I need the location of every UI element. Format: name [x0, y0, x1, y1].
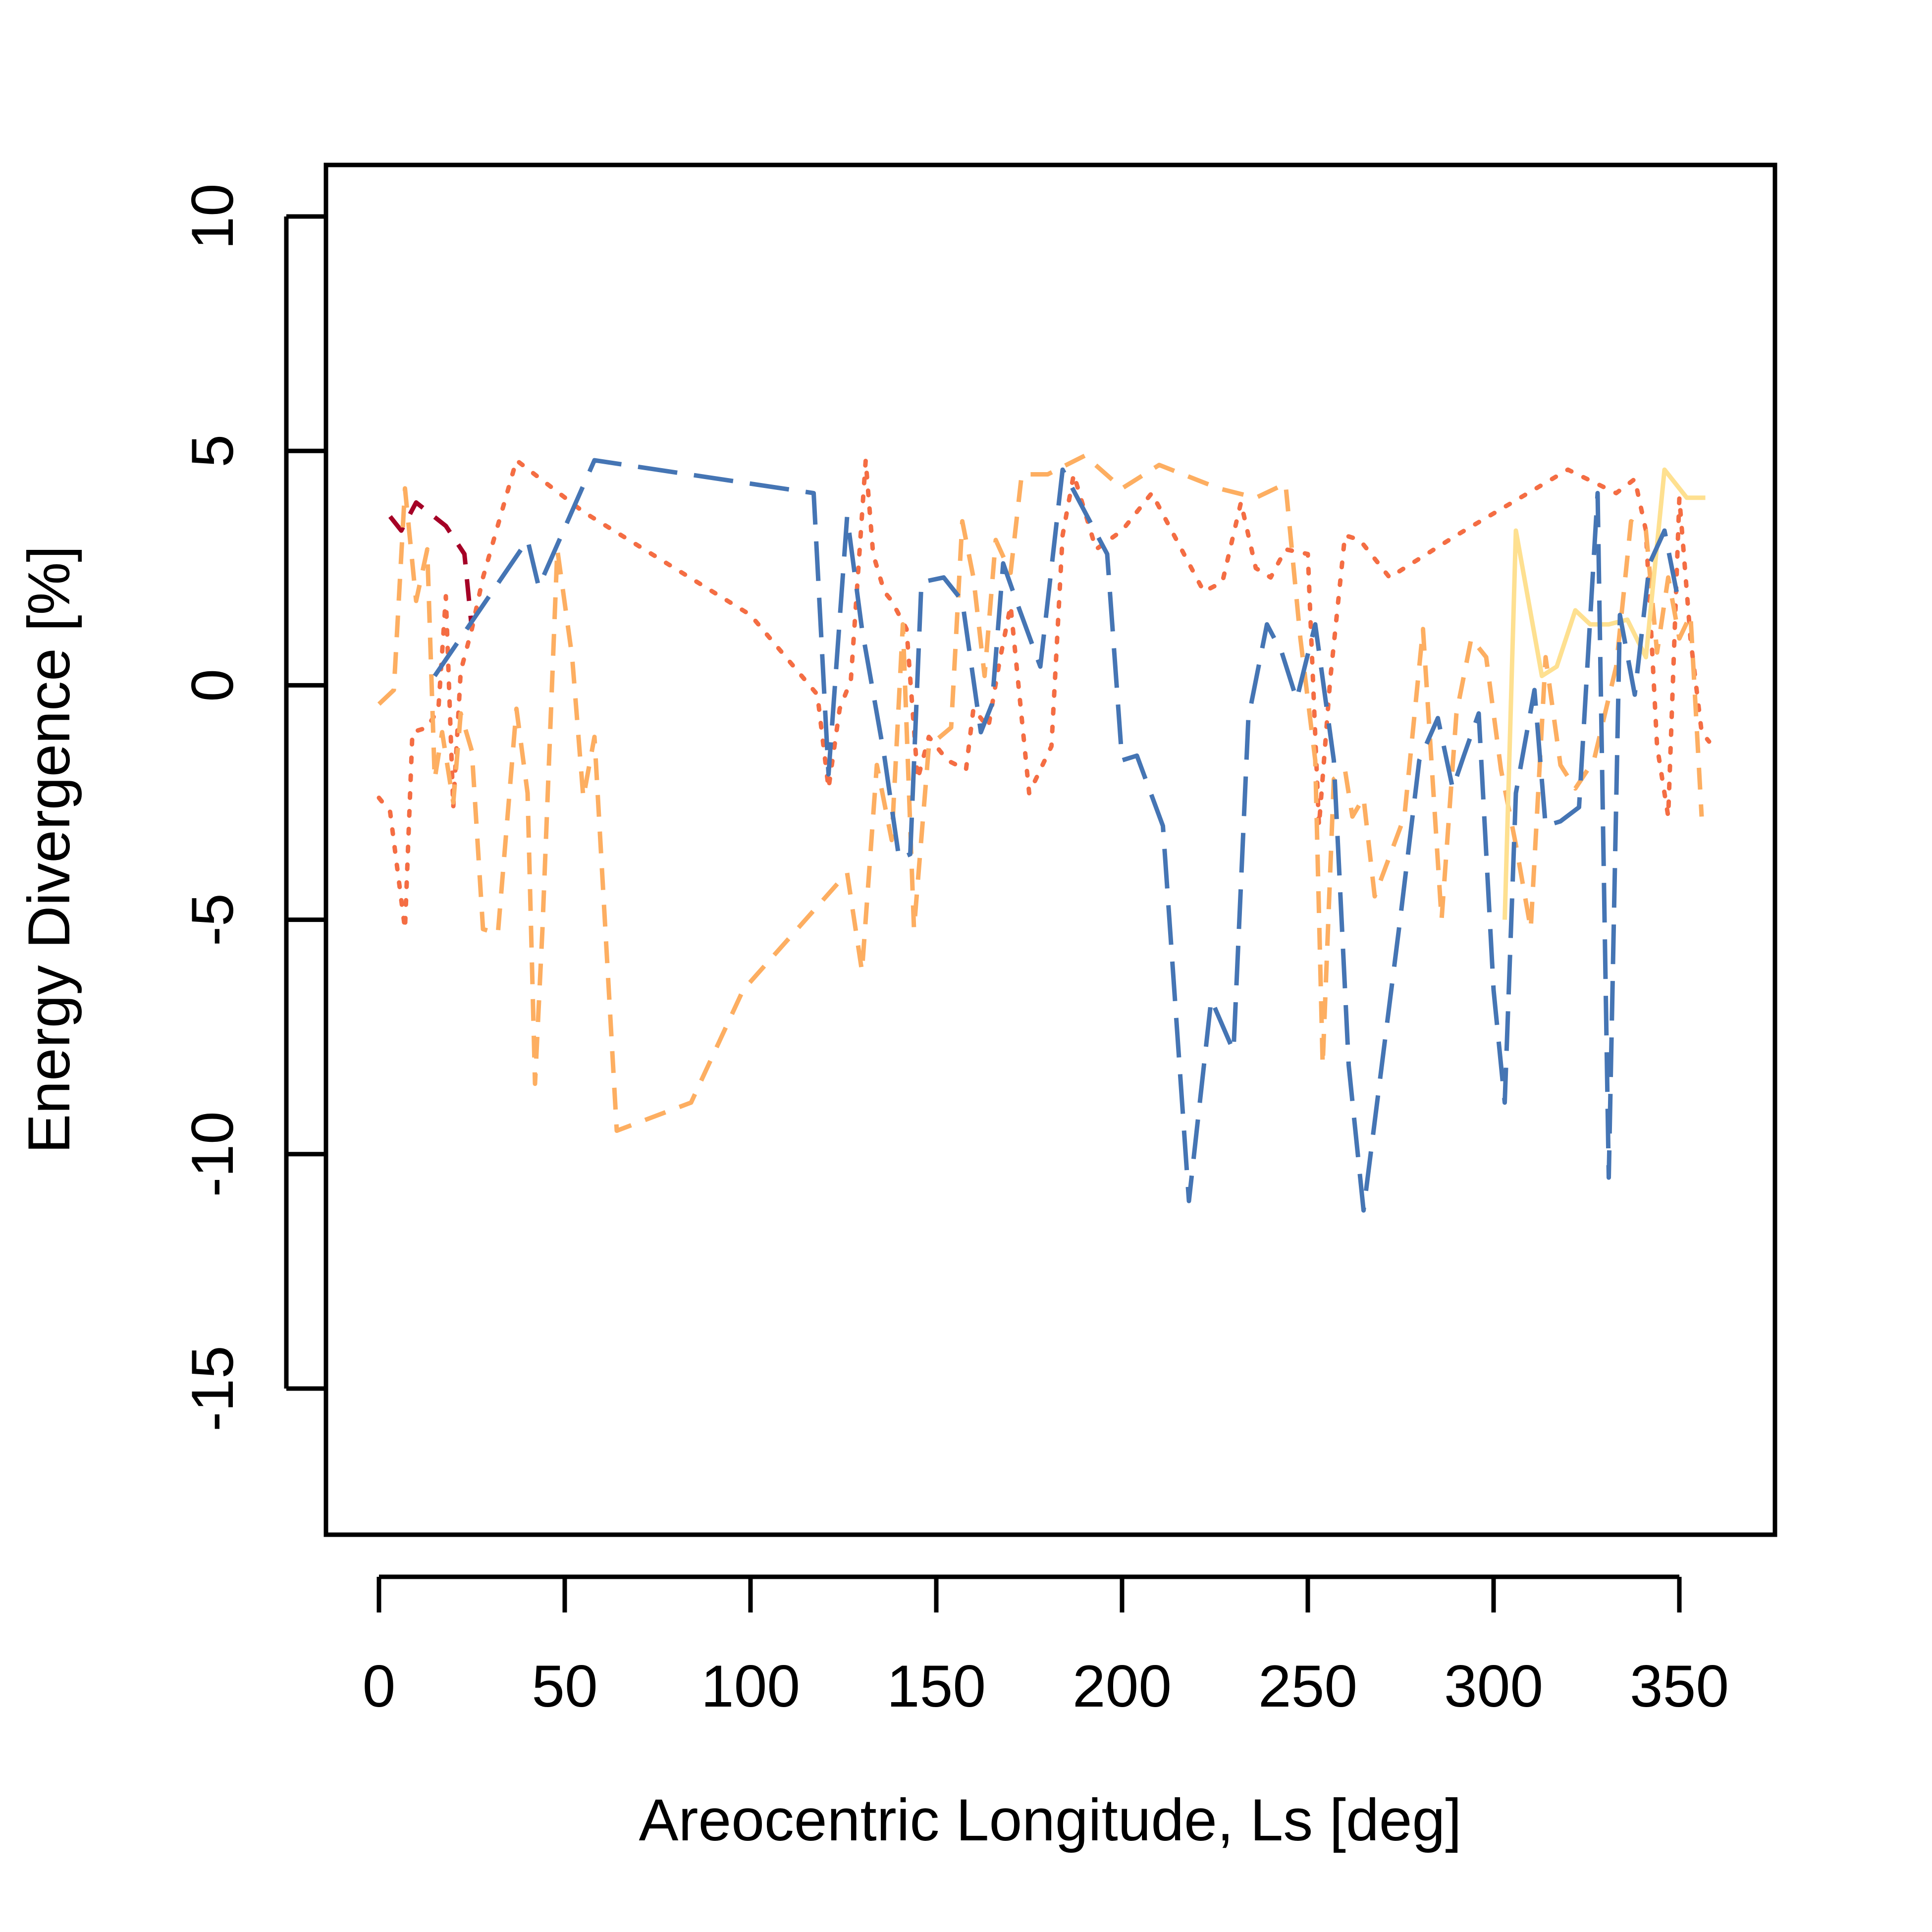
x-tick-label: 100: [701, 1653, 800, 1719]
y-tick-label: 0: [179, 669, 246, 702]
y-tick-label: -5: [179, 893, 246, 946]
x-tick-label: 250: [1258, 1653, 1357, 1719]
series-layer: [376, 453, 1712, 1213]
plot-frame: [323, 162, 1777, 1537]
y-axis: -15 -10 -5 0 5 10: [179, 183, 326, 1432]
y-tick-label: 10: [179, 183, 246, 249]
series-line-2: [376, 458, 1712, 931]
y-axis-title: Energy Divergence [%]: [16, 545, 82, 1153]
x-tick-label: 150: [887, 1653, 986, 1719]
x-axis: 0 50 100 150 200 250 300 350: [363, 1574, 1729, 1719]
x-tick-label: 300: [1444, 1653, 1543, 1719]
x-tick-label: 200: [1073, 1653, 1172, 1719]
x-tick-label: 50: [532, 1653, 597, 1719]
series-line-1: [388, 500, 474, 630]
x-tick-label: 350: [1630, 1653, 1729, 1719]
x-axis-title: Areocentric Longitude, Ls [deg]: [639, 1787, 1461, 1853]
series-line-3: [377, 453, 1704, 1133]
x-tick-label: 0: [363, 1653, 396, 1719]
y-tick-label: 5: [179, 434, 246, 468]
y-tick-label: -10: [179, 1111, 246, 1197]
y-tick-label: -15: [179, 1345, 246, 1431]
